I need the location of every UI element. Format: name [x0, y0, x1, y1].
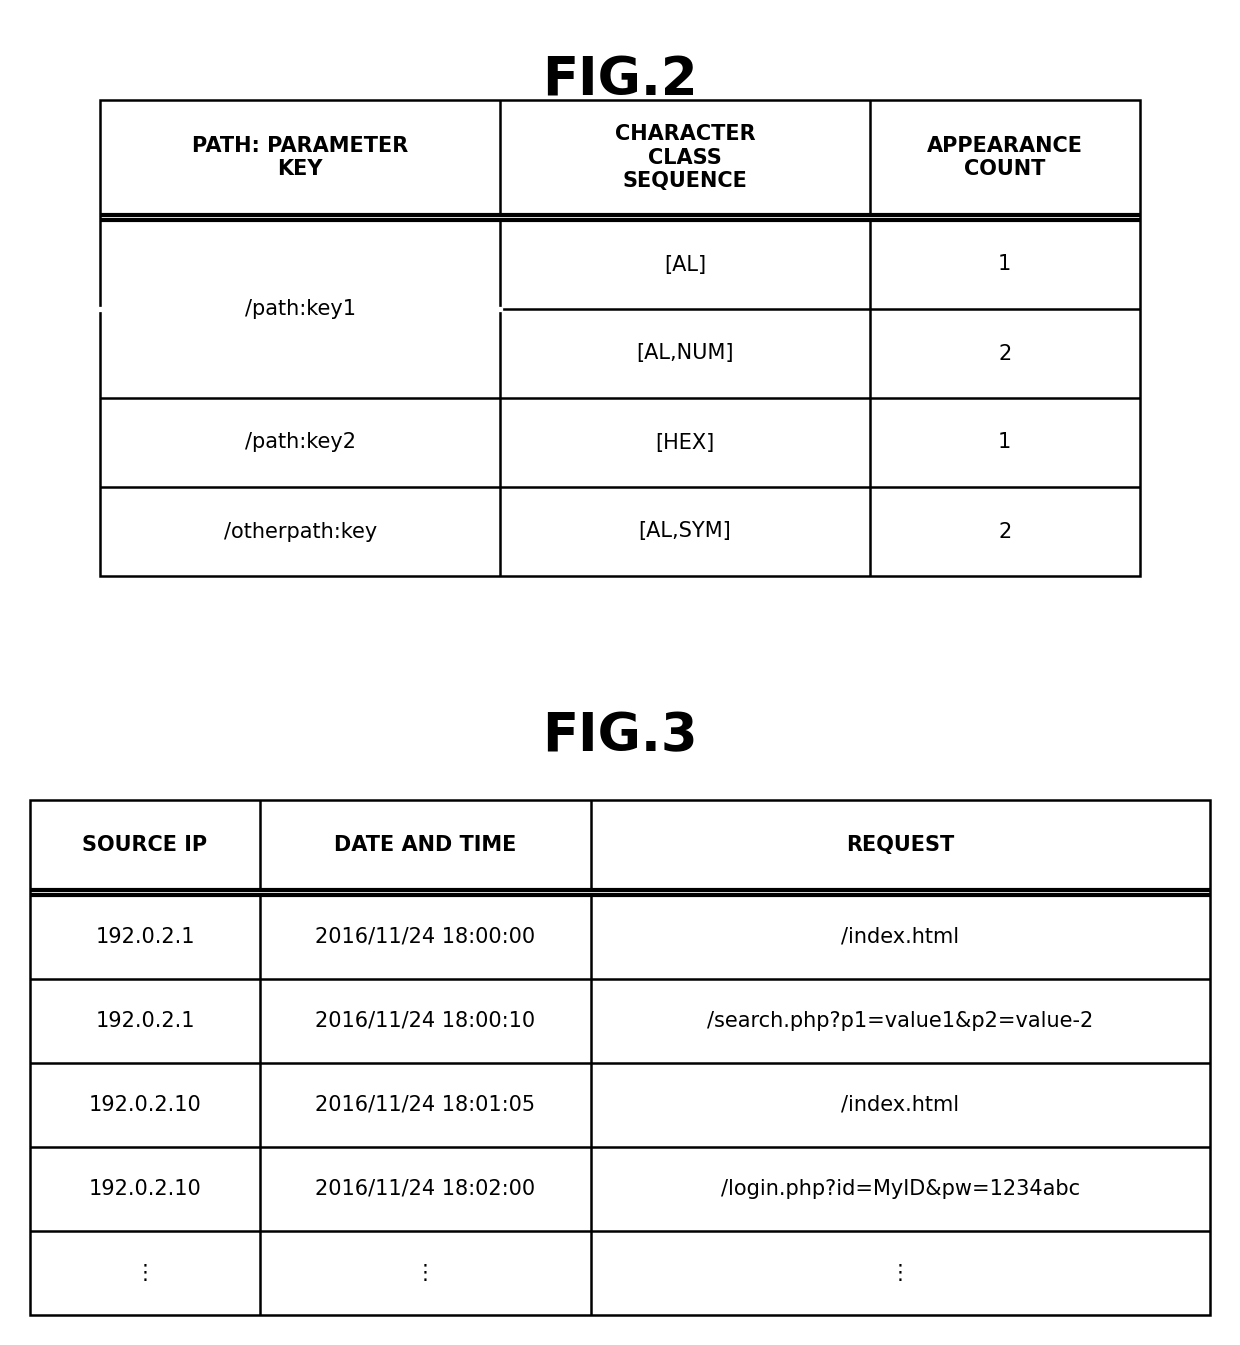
Text: 192.0.2.10: 192.0.2.10: [89, 1095, 201, 1115]
Text: [AL,SYM]: [AL,SYM]: [639, 522, 732, 542]
Text: /login.php?id=MyID&pw=1234abc: /login.php?id=MyID&pw=1234abc: [720, 1180, 1080, 1198]
Text: 2: 2: [998, 343, 1012, 363]
Text: PATH: PARAMETER
KEY: PATH: PARAMETER KEY: [192, 136, 408, 179]
Text: [AL,NUM]: [AL,NUM]: [636, 343, 734, 363]
Text: 2016/11/24 18:01:05: 2016/11/24 18:01:05: [315, 1095, 536, 1115]
Text: ⋮: ⋮: [415, 1263, 435, 1283]
Text: 2016/11/24 18:02:00: 2016/11/24 18:02:00: [315, 1180, 536, 1198]
Text: 2016/11/24 18:00:10: 2016/11/24 18:00:10: [315, 1011, 536, 1032]
Text: 1: 1: [998, 433, 1012, 452]
Text: SOURCE IP: SOURCE IP: [83, 835, 207, 855]
Text: 192.0.2.10: 192.0.2.10: [89, 1180, 201, 1198]
Text: /path:key2: /path:key2: [244, 433, 356, 452]
Text: /path:key1: /path:key1: [244, 299, 356, 319]
Text: /index.html: /index.html: [841, 1095, 960, 1115]
Text: 1: 1: [998, 254, 1012, 274]
Text: 2: 2: [998, 522, 1012, 542]
Text: [AL]: [AL]: [663, 254, 706, 274]
Text: /search.php?p1=value1&p2=value-2: /search.php?p1=value1&p2=value-2: [707, 1011, 1094, 1032]
Text: FIG.2: FIG.2: [542, 55, 698, 108]
Bar: [30, 800, 1210, 1315]
Text: CHARACTER
CLASS
SEQUENCE: CHARACTER CLASS SEQUENCE: [615, 124, 755, 191]
Text: FIG.3: FIG.3: [542, 710, 698, 763]
Text: /index.html: /index.html: [841, 927, 960, 947]
Text: [HEX]: [HEX]: [656, 433, 714, 452]
Bar: [100, 100, 1140, 576]
Text: 2016/11/24 18:00:00: 2016/11/24 18:00:00: [315, 927, 536, 947]
Text: DATE AND TIME: DATE AND TIME: [334, 835, 517, 855]
Text: 192.0.2.1: 192.0.2.1: [95, 1011, 195, 1032]
Text: 192.0.2.1: 192.0.2.1: [95, 927, 195, 947]
Text: ⋮: ⋮: [135, 1263, 155, 1283]
Text: APPEARANCE
COUNT: APPEARANCE COUNT: [926, 136, 1083, 179]
Text: /otherpath:key: /otherpath:key: [223, 522, 377, 542]
Text: ⋮: ⋮: [890, 1263, 910, 1283]
Text: REQUEST: REQUEST: [846, 835, 955, 855]
